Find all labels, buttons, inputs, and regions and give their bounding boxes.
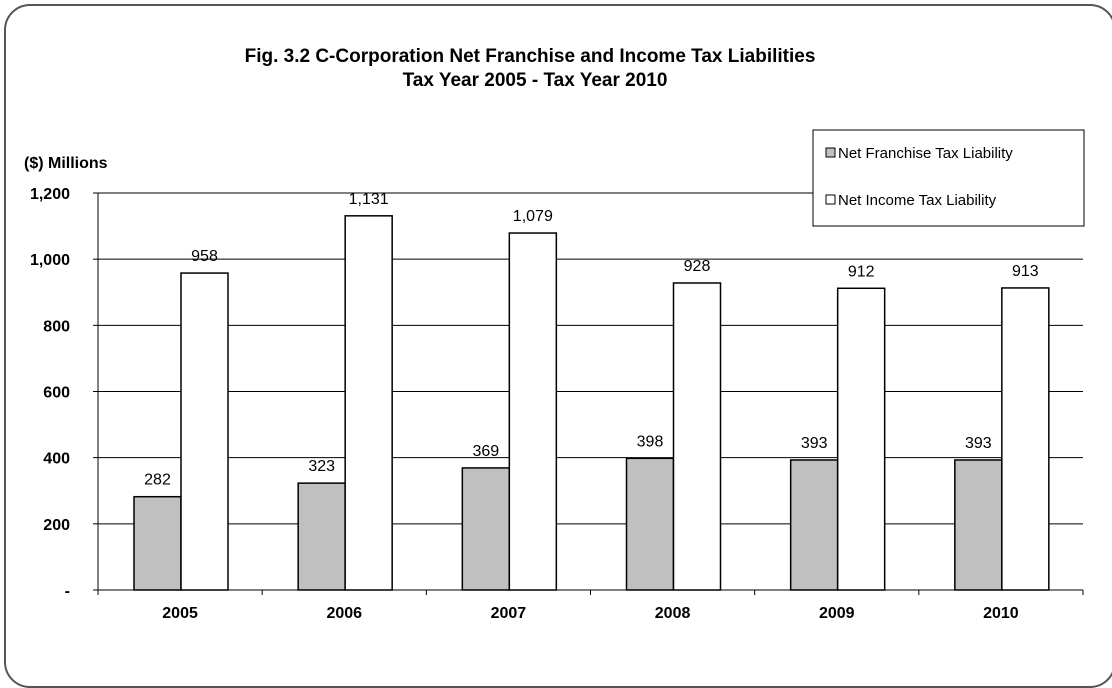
- bar-income: [180, 272, 229, 591]
- axes: [93, 192, 1084, 595]
- data-label-income: 912: [848, 263, 875, 280]
- chart-title: Fig. 3.2 C-Corporation Net Franchise and…: [245, 46, 816, 67]
- bar-income: [1001, 287, 1050, 591]
- data-label-income: 958: [191, 248, 218, 265]
- bar-income: [836, 287, 886, 591]
- x-tick-label: 2010: [983, 605, 1019, 622]
- bar-income: [344, 215, 393, 591]
- data-label-income: 913: [1012, 263, 1039, 280]
- bar-income: [672, 282, 722, 591]
- data-label-franchise: 393: [801, 435, 828, 452]
- legend-label-income: Net Income Tax Liability: [838, 192, 997, 209]
- data-label-franchise: 282: [144, 472, 171, 489]
- x-tick-labels: 2005 2006 2007 2008 2009 2010: [162, 605, 1019, 622]
- y-tick-label: 800: [43, 318, 70, 335]
- y-tick-label: -: [65, 583, 70, 600]
- y-tick-label: 1,000: [30, 252, 70, 269]
- data-label-franchise: 323: [308, 458, 335, 475]
- legend-swatch-income: [825, 194, 836, 205]
- legend-label-franchise: Net Franchise Tax Liability: [838, 145, 1013, 162]
- chart-subtitle: Tax Year 2005 - Tax Year 2010: [403, 70, 668, 91]
- legend-swatch-franchise: [825, 147, 836, 158]
- legend-box: [812, 129, 1085, 227]
- data-label-franchise: 393: [965, 435, 992, 452]
- bar-franchise: [297, 482, 346, 591]
- data-label-income: 1,131: [349, 191, 389, 208]
- bar-franchise: [625, 457, 675, 591]
- x-tick-label: 2006: [326, 605, 362, 622]
- data-labels: 282 323 369 398 393 393 958 1,131 1,079 928 912 913: [144, 191, 1039, 489]
- x-tick-label: 2008: [655, 605, 691, 622]
- y-tick-label: 1,200: [30, 186, 70, 203]
- bar-franchise: [789, 459, 839, 591]
- y-tick-labels: - 200 400 600 800 1,000 1,200: [30, 186, 70, 600]
- data-label-franchise: 369: [472, 443, 499, 460]
- legend: Net Franchise Tax Liability Net Income T…: [812, 129, 1085, 227]
- data-label-income: 1,079: [513, 208, 553, 225]
- y-tick-label: 400: [43, 451, 70, 468]
- bars: [133, 215, 1050, 591]
- bar-franchise: [133, 495, 182, 591]
- gridlines: [98, 192, 1083, 525]
- bar-income: [508, 232, 558, 591]
- x-tick-label: 2007: [491, 605, 527, 622]
- x-tick-label: 2005: [162, 605, 198, 622]
- bar-franchise: [954, 459, 1003, 591]
- y-tick-label: 200: [43, 517, 70, 534]
- data-label-income: 928: [684, 258, 711, 275]
- y-axis-label: ($) Millions: [24, 155, 108, 172]
- bar-franchise: [461, 467, 511, 591]
- x-tick-label: 2009: [819, 605, 855, 622]
- data-label-franchise: 398: [637, 433, 664, 450]
- y-tick-label: 600: [43, 385, 70, 402]
